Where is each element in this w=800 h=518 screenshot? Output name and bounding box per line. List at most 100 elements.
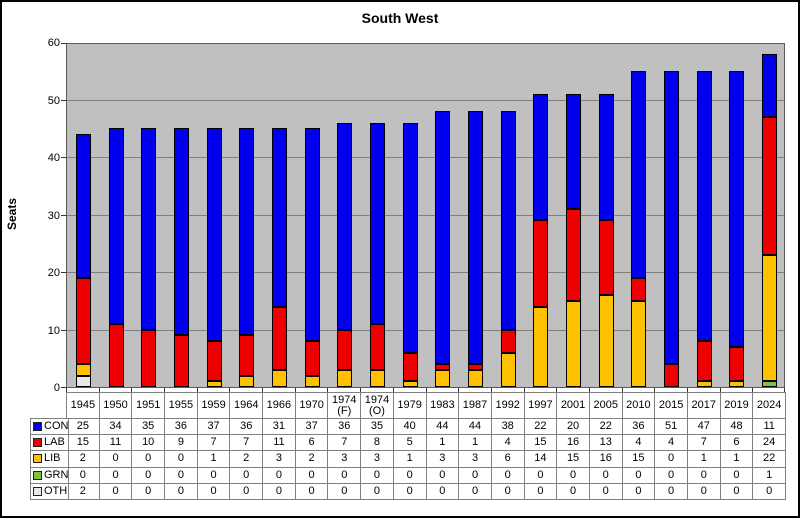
table-cell-con: 25 <box>67 419 100 436</box>
y-axis-tick-mark <box>61 329 66 331</box>
table-cell-lib: 0 <box>132 451 166 468</box>
table-cell-lab: 10 <box>132 435 166 452</box>
bar-segment-lib <box>468 369 484 387</box>
table-cell-lib: 0 <box>655 451 688 468</box>
table-cell-con: 36 <box>622 419 656 436</box>
year-header-cell: 2017 <box>687 393 721 419</box>
year-header-cell: 1970 <box>295 393 329 419</box>
table-cell-lib: 2 <box>295 451 329 468</box>
year-header-cell: 1950 <box>99 393 133 419</box>
table-cell-grn: 0 <box>263 467 296 484</box>
bar-segment-lab <box>173 335 189 387</box>
table-cell-oth: 0 <box>720 483 754 500</box>
bar-segment-lab <box>664 364 680 387</box>
table-cell-lib: 15 <box>557 451 590 468</box>
bar-segment-lab <box>271 306 287 370</box>
x-axis-tick-mark <box>524 388 525 392</box>
x-axis-tick-mark <box>393 388 394 392</box>
table-cell-con: 48 <box>720 419 754 436</box>
legend-item-con: CON <box>31 419 70 436</box>
bar-segment-con <box>631 70 647 278</box>
bar-segment-lab <box>75 277 91 364</box>
bar-segment-lab <box>729 346 745 382</box>
bar-segment-lib <box>500 352 516 387</box>
y-axis-tick-label: 50 <box>47 94 60 107</box>
bar-segment-lab <box>500 329 516 353</box>
gridline <box>67 157 784 158</box>
table-cell-lib: 1 <box>393 451 427 468</box>
table-cell-lab: 5 <box>393 435 427 452</box>
year-header-cell: 1964 <box>230 393 264 419</box>
bar-segment-con <box>173 128 189 336</box>
legend-key-column: CON LAB LIB GRN OTH <box>30 418 70 500</box>
table-cell-lab: 6 <box>295 435 329 452</box>
table-cell-grn: 0 <box>655 467 688 484</box>
legend-label-con: CON <box>44 420 69 433</box>
table-cell-con: 37 <box>295 419 329 436</box>
bar-segment-lib <box>762 254 778 382</box>
x-axis-tick-mark <box>229 388 230 392</box>
year-header-cell: 1979 <box>393 393 427 419</box>
year-header-cell: 1997 <box>524 393 558 419</box>
x-axis-tick-mark <box>360 388 361 392</box>
table-cell-oth: 0 <box>361 483 394 500</box>
year-header-cell: 2015 <box>655 393 688 419</box>
legend-label-grn: GRN <box>44 468 69 481</box>
table-cell-lab: 15 <box>524 435 558 452</box>
table-cell-oth: 0 <box>491 483 525 500</box>
y-axis-tick-mark <box>61 272 66 273</box>
table-cell-lib: 14 <box>524 451 558 468</box>
y-axis-tick-mark <box>61 157 66 158</box>
bar-segment-lab <box>762 116 778 255</box>
table-cell-lab: 24 <box>753 435 786 452</box>
y-axis-tick-mark <box>61 43 66 44</box>
y-axis-tick-label: 30 <box>47 209 60 222</box>
legend-label-oth: OTH <box>44 484 68 497</box>
x-axis-tick-mark <box>752 388 753 392</box>
table-cell-grn: 0 <box>622 467 656 484</box>
con-color-swatch-icon <box>33 422 42 432</box>
table-cell-oth: 0 <box>263 483 296 500</box>
year-header-cell: 1966 <box>263 393 296 419</box>
table-cell-con: 20 <box>557 419 590 436</box>
table-cell-lib: 16 <box>589 451 623 468</box>
table-cell-oth: 0 <box>524 483 558 500</box>
bar-segment-con <box>762 53 778 117</box>
bar-segment-lab <box>696 341 712 382</box>
table-cell-grn: 0 <box>328 467 362 484</box>
chart-title: South West <box>361 10 439 26</box>
table-cell-oth: 2 <box>67 483 100 500</box>
table-cell-con: 44 <box>426 419 460 436</box>
year-header-cell: 1983 <box>426 393 460 419</box>
bar-segment-con <box>369 122 385 324</box>
table-cell-grn: 1 <box>753 467 786 484</box>
table-cell-grn: 0 <box>197 467 231 484</box>
table-cell-con: 36 <box>328 419 362 436</box>
table-cell-grn: 0 <box>687 467 721 484</box>
bar-segment-lab <box>566 208 582 301</box>
bar-segment-con <box>435 111 451 364</box>
bar-segment-con <box>696 70 712 341</box>
bar-segment-lab <box>337 329 353 370</box>
table-cell-grn: 0 <box>459 467 492 484</box>
bar-segment-lab <box>304 341 320 376</box>
bar-segment-con <box>206 128 222 341</box>
table-cell-con: 11 <box>753 419 786 436</box>
bar-segment-con <box>468 111 484 364</box>
table-cell-con: 51 <box>655 419 688 436</box>
year-header-cell: 1974 (O) <box>361 393 394 419</box>
x-axis-tick-mark <box>687 388 688 392</box>
table-cell-lab: 4 <box>491 435 525 452</box>
bar-segment-lab <box>206 341 222 382</box>
y-axis-tick-label: 40 <box>47 152 60 164</box>
gridline <box>67 272 784 273</box>
year-header-cell: 2024 <box>753 393 786 419</box>
bar-segment-lib <box>337 369 353 387</box>
table-cell-oth: 0 <box>295 483 329 500</box>
lib-color-swatch-icon <box>33 454 42 464</box>
x-axis-tick-mark <box>589 388 590 392</box>
bar-segment-lab <box>141 329 157 387</box>
bar-segment-lib <box>402 381 418 387</box>
table-cell-lib: 3 <box>263 451 296 468</box>
table-cell-lib: 1 <box>720 451 754 468</box>
